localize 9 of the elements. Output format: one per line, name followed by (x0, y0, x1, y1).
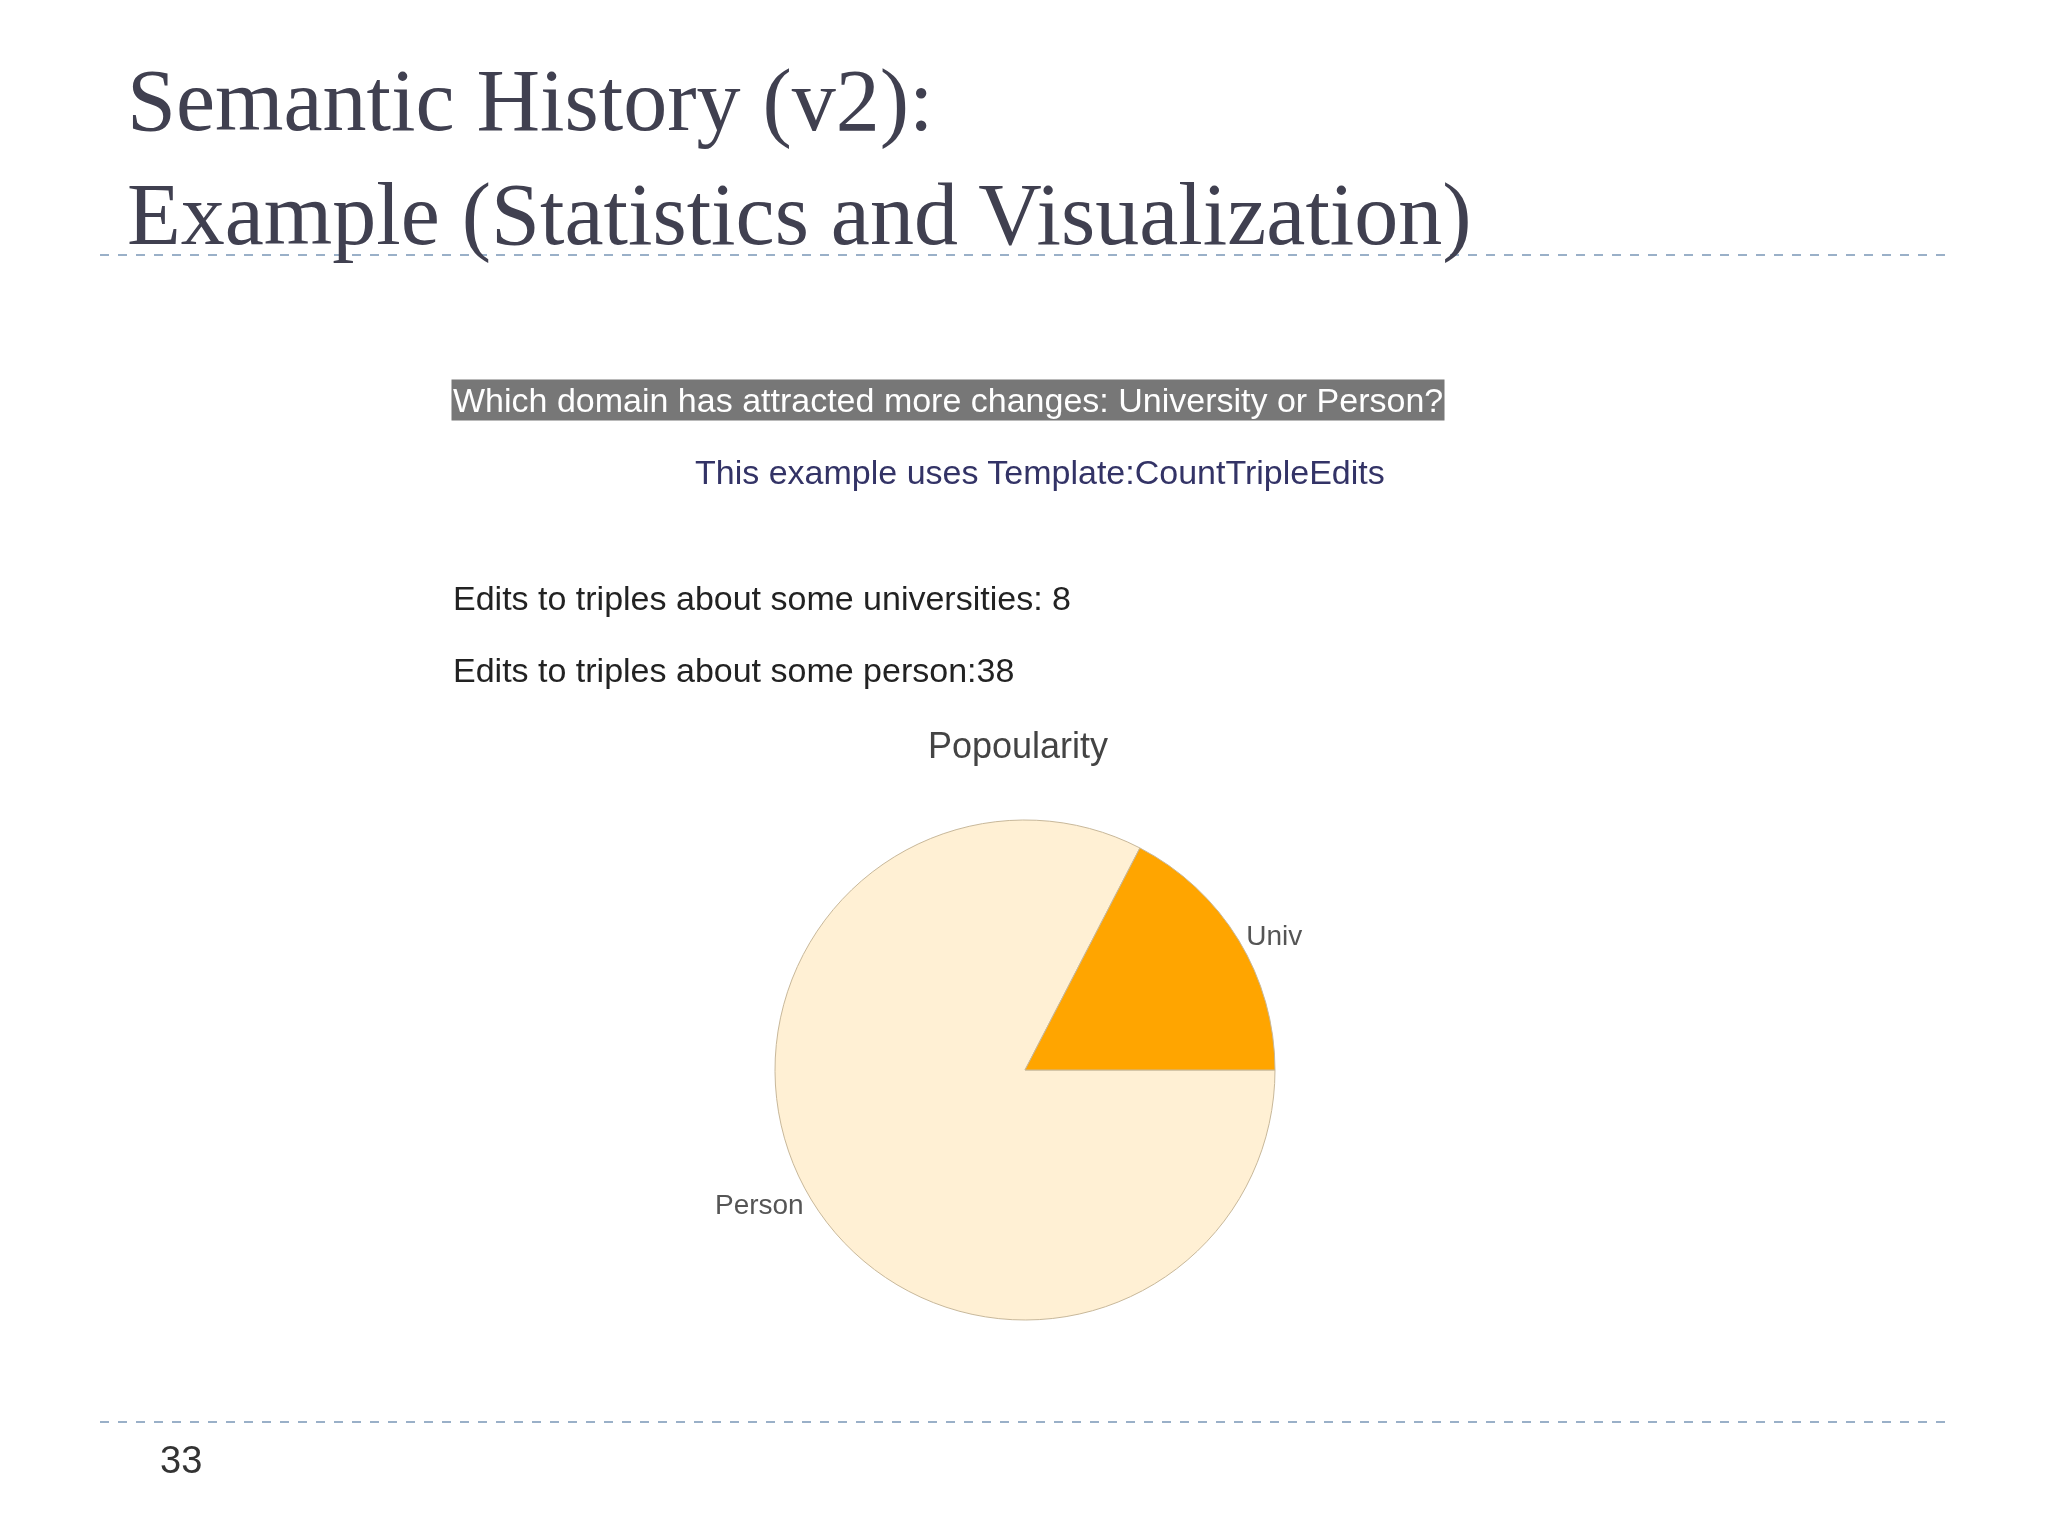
text: This example uses Template:CountTripleEdits (695, 453, 1385, 491)
text: Edits to triples about some universities: 8 (453, 579, 1071, 617)
text: Edits to triples about some person:38 (453, 651, 1015, 689)
chart-subtitle: Popoularity (928, 725, 1109, 766)
text: Which domain has attracted more changes: University or Person? (453, 381, 1444, 419)
text: 33 (160, 1439, 203, 1481)
chart-title: Semantic History (v2): Example (Statistics and Visualization) (127, 52, 1472, 264)
slice-label: Univ (1246, 920, 1303, 952)
slice-label: Person (714, 1188, 804, 1220)
